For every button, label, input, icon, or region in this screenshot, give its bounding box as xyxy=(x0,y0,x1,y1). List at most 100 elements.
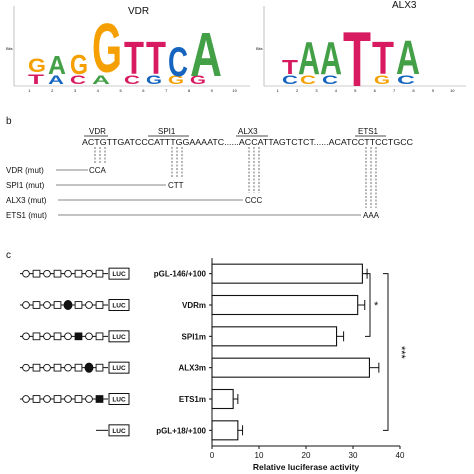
logo-letter: C xyxy=(282,73,299,87)
x-axis-label: Relative luciferase activity xyxy=(253,462,360,472)
category-label: ALX3m xyxy=(178,364,206,373)
logo-letter: C xyxy=(168,38,188,85)
significance-bracket xyxy=(383,273,389,431)
logo-letter: T xyxy=(28,71,45,87)
logo-alx3-ylabel: Bits xyxy=(256,46,263,51)
logo-xtick-label: 3 xyxy=(74,88,77,93)
logo-letter: G xyxy=(146,73,162,87)
mutant-label-ets1: ETS1 (mut) xyxy=(6,211,47,220)
logo-letter: C xyxy=(300,73,317,87)
panel-b-label: b xyxy=(6,116,12,127)
luc-label: LUC xyxy=(112,365,126,372)
luc-reporter-box xyxy=(108,299,130,311)
mutant-seq-alx3: CCC xyxy=(245,196,263,205)
logo-xtick-label: 1 xyxy=(28,88,31,93)
luciferase-chart: 0 10 20 30 40 Relative luciferase activity pGL… xyxy=(154,258,407,472)
site-square xyxy=(53,363,62,372)
bar xyxy=(211,388,234,410)
logo-letter: G xyxy=(190,73,206,87)
site-square xyxy=(53,395,62,403)
category-label: VDRm xyxy=(182,301,206,310)
logo-vdr-ylabel: Bits xyxy=(6,46,13,51)
logo-xtick-label: 7 xyxy=(165,88,168,93)
logo-xtick-label: 5 xyxy=(119,88,122,93)
construct-diagrams: LUC LUC LUC LUC LUC LUC xyxy=(20,267,130,437)
site-square xyxy=(53,301,62,309)
logo-letter: A xyxy=(48,50,66,80)
x-tick-label: 20 xyxy=(302,451,311,460)
logo-xtick-label: 10 xyxy=(232,88,237,93)
logo-letter: G xyxy=(374,73,390,87)
site-circle xyxy=(43,395,51,403)
site-circle xyxy=(43,363,51,372)
site-square xyxy=(53,269,62,278)
bar xyxy=(211,263,363,284)
panel-c: c LUC LUC LUC LUC LUC LUC 0 10 20 30 40 Relative l… xyxy=(6,250,407,472)
site-square xyxy=(32,301,41,309)
logo-letter: G xyxy=(28,55,46,77)
site-square xyxy=(74,301,83,309)
logo-xtick-label: 9 xyxy=(211,88,214,93)
site-circle xyxy=(22,269,30,278)
mutant-seq-vdr: CCA xyxy=(89,166,107,175)
mutation-connectors xyxy=(94,147,377,208)
logo-letter: A xyxy=(396,32,420,85)
logo-xtick-label: 5 xyxy=(354,88,357,93)
site-circle xyxy=(22,301,30,309)
category-label: pGL+18/+100 xyxy=(156,426,206,435)
logo-vdr-xticks: 1 2 3 4 5 6 7 8 9 10 xyxy=(28,88,237,93)
logo-alx3-xticks: 1 2 3 4 5 6 7 8 9 10 xyxy=(277,88,456,93)
x-tick-label: 0 xyxy=(210,451,215,460)
luc-label: LUC xyxy=(112,271,126,278)
site-circle xyxy=(85,269,93,278)
site-square xyxy=(53,332,62,341)
logo-letter: A xyxy=(190,21,222,90)
logo-letter: A xyxy=(320,32,342,84)
luc-label: LUC xyxy=(112,397,126,404)
logo-xtick-label: 4 xyxy=(97,88,100,93)
panel-c-label: c xyxy=(6,250,11,261)
site-label-ets1: ETS1 xyxy=(358,127,379,136)
site-label-spi1: SPI1 xyxy=(158,127,176,136)
panel-b: b VDR SPI1 ALX3 ETS1 ACTGTTGATCCCATTTGGA… xyxy=(6,116,413,220)
logo-letter: C xyxy=(124,73,141,87)
site-square xyxy=(74,395,83,403)
logo-xtick-label: 1 xyxy=(277,88,280,93)
site-circle xyxy=(64,332,72,341)
logo-xtick-label: 6 xyxy=(374,88,377,93)
site-circle xyxy=(43,269,51,278)
logo-vdr: VDR Bits 1 2 3 4 5 6 7 8 9 10 T G A A C G A G C T… xyxy=(6,6,250,93)
logo-xtick-label: 8 xyxy=(188,88,191,93)
logo-xtick-label: 8 xyxy=(412,88,415,93)
mutant-seq-ets1: AAA xyxy=(363,211,380,220)
site-circle xyxy=(85,301,93,309)
bar xyxy=(211,326,338,347)
site-square xyxy=(74,363,83,372)
site-square xyxy=(95,363,104,372)
category-label: ETS1m xyxy=(179,395,206,404)
x-tick-label: 30 xyxy=(349,451,358,460)
mutated-site-square xyxy=(95,395,104,403)
logo-xtick-label: 2 xyxy=(296,88,299,93)
bar xyxy=(211,420,239,441)
mutated-site-square xyxy=(74,332,83,341)
site-circle xyxy=(22,395,30,403)
site-circle xyxy=(85,332,93,341)
luc-label: LUC xyxy=(112,303,126,310)
logo-xtick-label: 7 xyxy=(393,88,396,93)
site-square xyxy=(95,332,104,341)
bar xyxy=(211,294,359,316)
site-label-vdr: VDR xyxy=(89,127,106,136)
luc-reporter-box xyxy=(108,330,130,343)
mutant-label-alx3: ALX3 (mut) xyxy=(6,196,47,205)
logo-letter: T xyxy=(124,32,144,84)
logo-xtick-label: 9 xyxy=(432,88,435,93)
logo-letter: T xyxy=(282,57,298,79)
site-circle xyxy=(43,332,51,341)
site-square xyxy=(95,301,104,309)
site-square xyxy=(32,395,41,403)
site-square xyxy=(95,269,104,278)
significance-marker: * xyxy=(374,300,379,312)
site-circle xyxy=(64,363,72,372)
